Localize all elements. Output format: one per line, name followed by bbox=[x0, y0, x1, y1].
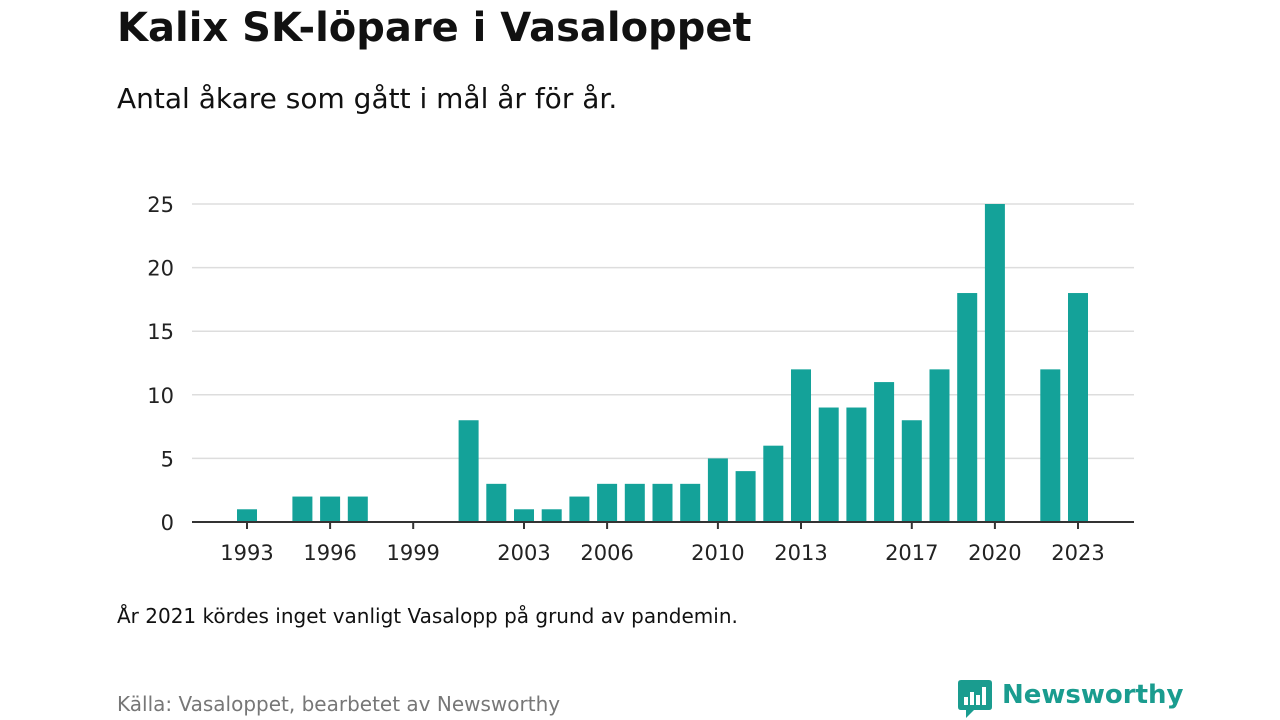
bar-1997 bbox=[347, 496, 368, 522]
footnote: År 2021 kördes inget vanligt Vasalopp på… bbox=[117, 604, 738, 628]
bar-2022 bbox=[1040, 369, 1061, 522]
bar-2019 bbox=[957, 293, 978, 522]
bar-2014 bbox=[818, 407, 839, 522]
x-tick-label: 2020 bbox=[968, 541, 1021, 565]
newsworthy-logo: Newsworthy bbox=[958, 680, 1183, 720]
bar-2003 bbox=[514, 509, 534, 522]
chart-title: Kalix SK-löpare i Vasaloppet bbox=[117, 5, 752, 51]
bar-2023 bbox=[1068, 293, 1088, 522]
x-tick-label: 1993 bbox=[220, 541, 273, 565]
bar-2012 bbox=[763, 445, 784, 522]
x-tick-label: 2017 bbox=[885, 541, 938, 565]
y-tick-label: 0 bbox=[161, 511, 174, 535]
bar-2004 bbox=[541, 509, 562, 522]
bar-2010 bbox=[707, 458, 728, 522]
y-tick-label: 10 bbox=[147, 384, 174, 408]
bar-2018 bbox=[929, 369, 950, 522]
bar-2013 bbox=[791, 369, 811, 522]
x-tick-label: 2013 bbox=[774, 541, 827, 565]
x-tick-label: 2023 bbox=[1051, 541, 1104, 565]
y-tick-label: 20 bbox=[147, 257, 174, 281]
newsworthy-logo-icon bbox=[958, 680, 992, 718]
bar-2016 bbox=[874, 382, 895, 522]
bar-2001 bbox=[458, 420, 479, 522]
bar-1995 bbox=[292, 496, 313, 522]
chart-subtitle: Antal åkare som gått i mål år för år. bbox=[117, 82, 618, 115]
y-tick-label: 25 bbox=[147, 193, 174, 217]
bar-1993 bbox=[237, 509, 257, 522]
bar-2015 bbox=[846, 407, 867, 522]
logo-text: Newsworthy bbox=[1002, 680, 1184, 710]
x-tick-label: 2006 bbox=[580, 541, 633, 565]
bar-2009 bbox=[680, 483, 701, 522]
x-tick-label: 1999 bbox=[386, 541, 439, 565]
bar-chart: 0 5 10 15 20 25 1993 1996 1999 2003 2006 2010 2013 20… bbox=[147, 193, 1134, 565]
bar-2008 bbox=[652, 483, 673, 522]
y-tick-label: 15 bbox=[147, 320, 174, 344]
y-tick-label: 5 bbox=[161, 447, 174, 471]
bar-2005 bbox=[569, 496, 590, 522]
x-tick-label: 2010 bbox=[691, 541, 744, 565]
bar-1996 bbox=[320, 496, 341, 522]
bar-2006 bbox=[597, 483, 618, 522]
bar-2017 bbox=[901, 420, 922, 522]
bar-2007 bbox=[624, 483, 645, 522]
bar-2020 bbox=[984, 204, 1005, 522]
x-tick-label: 1996 bbox=[303, 541, 356, 565]
bar-2011 bbox=[735, 471, 756, 522]
bar-2002 bbox=[486, 483, 507, 522]
x-tick-label: 2003 bbox=[497, 541, 550, 565]
source-credit: Källa: Vasaloppet, bearbetet av Newswort… bbox=[117, 692, 561, 716]
